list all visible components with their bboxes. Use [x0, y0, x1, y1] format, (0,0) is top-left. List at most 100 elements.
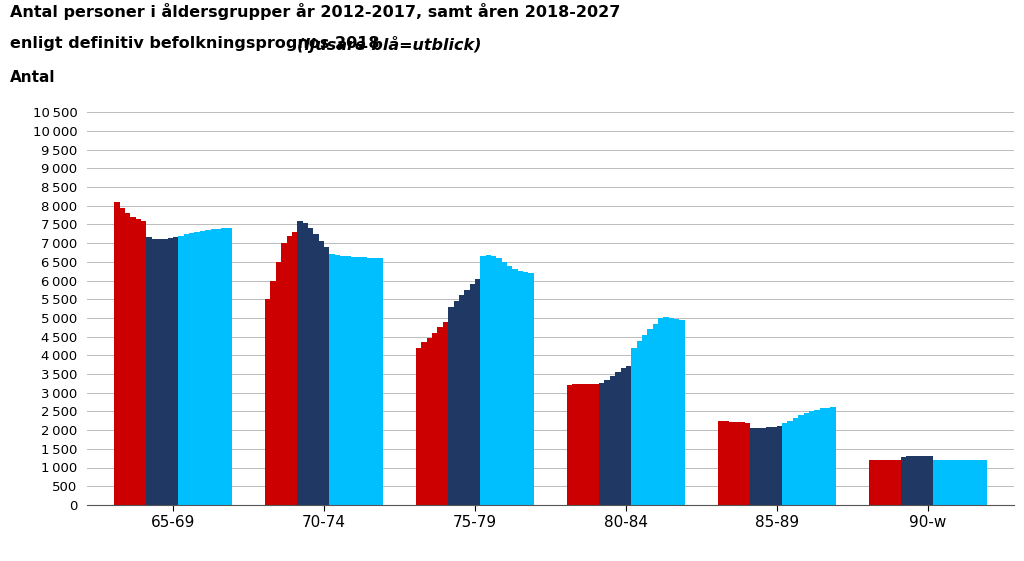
Bar [819, 408, 825, 505]
Bar [959, 460, 966, 505]
Bar [157, 240, 163, 505]
Bar [572, 384, 578, 505]
Text: (ljusare blå=utblick): (ljusare blå=utblick) [297, 36, 481, 53]
Bar [615, 372, 621, 505]
Bar [766, 427, 771, 505]
Bar [163, 240, 168, 505]
Bar [146, 237, 152, 505]
Bar [679, 320, 685, 505]
Bar [911, 456, 918, 505]
Bar [270, 280, 275, 505]
Bar [787, 421, 793, 505]
Bar [906, 456, 911, 505]
Bar [313, 234, 318, 505]
Bar [459, 296, 464, 505]
Bar [523, 272, 528, 505]
Bar [793, 418, 798, 505]
Bar [324, 247, 330, 505]
Bar [830, 407, 836, 505]
Bar [378, 259, 383, 505]
Bar [798, 415, 804, 505]
Bar [340, 256, 345, 505]
Bar [567, 385, 572, 505]
Bar [449, 307, 454, 505]
Bar [356, 257, 361, 505]
Bar [890, 459, 896, 505]
Bar [621, 369, 626, 505]
Bar [318, 241, 324, 505]
Bar [216, 228, 221, 505]
Bar [297, 220, 303, 505]
Bar [729, 422, 734, 505]
Bar [528, 273, 534, 505]
Bar [880, 459, 885, 505]
Bar [761, 428, 766, 505]
Bar [804, 413, 809, 505]
Bar [642, 335, 647, 505]
Bar [874, 460, 880, 505]
Bar [292, 232, 297, 505]
Bar [173, 237, 178, 505]
Bar [971, 460, 976, 505]
Bar [923, 456, 928, 505]
Bar [896, 460, 901, 505]
Bar [345, 256, 351, 505]
Bar [777, 426, 782, 505]
Bar [135, 219, 141, 505]
Bar [454, 301, 459, 505]
Bar [578, 384, 583, 505]
Bar [674, 319, 679, 505]
Bar [422, 342, 427, 505]
Bar [739, 422, 744, 505]
Bar [120, 208, 125, 505]
Bar [367, 257, 372, 505]
Bar [512, 269, 518, 505]
Bar [115, 202, 120, 505]
Bar [141, 220, 146, 505]
Bar [464, 290, 470, 505]
Bar [631, 348, 637, 505]
Bar [604, 380, 610, 505]
Bar [437, 327, 442, 505]
Bar [275, 262, 282, 505]
Bar [771, 427, 777, 505]
Bar [502, 262, 507, 505]
Bar [475, 279, 480, 505]
Bar [416, 348, 422, 505]
Bar [518, 271, 523, 505]
Bar [901, 457, 906, 505]
Bar [589, 384, 594, 505]
Bar [718, 421, 723, 505]
Bar [669, 318, 674, 505]
Bar [658, 318, 664, 505]
Bar [949, 460, 954, 505]
Bar [265, 299, 270, 505]
Bar [335, 255, 340, 505]
Bar [933, 461, 938, 505]
Bar [664, 317, 669, 505]
Bar [152, 238, 157, 505]
Bar [485, 255, 490, 505]
Bar [750, 428, 756, 505]
Bar [928, 456, 933, 505]
Bar [610, 376, 615, 505]
Bar [599, 383, 604, 505]
Bar [282, 243, 287, 505]
Bar [189, 233, 195, 505]
Text: Antal: Antal [10, 70, 55, 85]
Bar [168, 238, 173, 505]
Bar [195, 232, 200, 505]
Bar [825, 408, 830, 505]
Bar [303, 223, 308, 505]
Bar [308, 228, 313, 505]
Bar [287, 236, 292, 505]
Bar [372, 258, 378, 505]
Bar [507, 265, 512, 505]
Bar [351, 256, 356, 505]
Bar [782, 424, 787, 505]
Bar [497, 258, 502, 505]
Bar [183, 234, 189, 505]
Bar [647, 329, 652, 505]
Bar [442, 321, 449, 505]
Text: Antal personer i åldersgrupper år 2012-2017, samt åren 2018-2027: Antal personer i åldersgrupper år 2012-2… [10, 3, 621, 20]
